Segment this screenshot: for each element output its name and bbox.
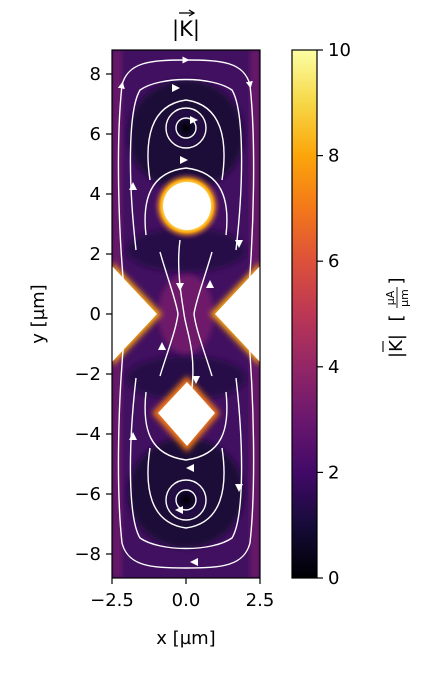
colorbar-label: |K| [ µA µm ] — [382, 277, 411, 358]
y-tick-label: 4 — [90, 184, 101, 205]
stream-arrow — [206, 280, 214, 288]
streamline-bottom-loop — [129, 377, 243, 550]
colorbar-axis: 0 2 4 6 8 10 — [317, 40, 351, 589]
y-tick-label: 8 — [90, 64, 101, 85]
y-axis: −8 −6 −4 −2 0 2 4 6 8 — [74, 64, 112, 565]
colorbar-tick-label: 10 — [328, 40, 351, 61]
streamline-outer-top — [117, 56, 255, 301]
x-axis-label: x [µm] — [156, 628, 215, 649]
x-tick-label: 2.5 — [246, 590, 275, 611]
streamline-center-upper — [177, 239, 185, 315]
stream-arrow — [172, 84, 180, 92]
circular-hole — [163, 182, 211, 230]
streamline-top-inner — [147, 99, 225, 181]
colorbar-tick-label: 4 — [328, 357, 339, 378]
x-tick-label: 0.0 — [172, 590, 201, 611]
colorbar-tick-label: 0 — [328, 568, 339, 589]
x-axis: −2.5 0.0 2.5 — [90, 578, 274, 611]
stream-arrow — [190, 558, 198, 566]
y-tick-label: −6 — [74, 484, 101, 505]
streamline-waist-left — [159, 251, 179, 377]
streamline-waist-right — [193, 251, 213, 377]
colorbar-label-unit-denominator: µm — [398, 289, 411, 307]
colorbar-label-unit-numerator: µA — [384, 290, 397, 305]
left-notch — [112, 266, 157, 362]
y-tick-label: −8 — [74, 544, 101, 565]
streamline-lower-vortex-inner — [175, 489, 197, 511]
stream-arrow — [158, 342, 166, 350]
colorbar-tick-label: 6 — [328, 251, 339, 272]
streamline-top-loop — [129, 78, 243, 251]
colorbar-tick-label: 8 — [328, 146, 339, 167]
stream-arrow — [186, 464, 194, 472]
x-tick-label: −2.5 — [90, 590, 134, 611]
streamline-around-circle — [144, 167, 228, 236]
stream-arrow — [235, 240, 243, 248]
streamline-around-diamond — [144, 391, 228, 461]
streamline-center-lower — [183, 313, 194, 389]
colorbar-label-bracket-open: [ — [386, 314, 407, 321]
streamline-arrows — [129, 84, 243, 566]
constriction-glow — [158, 274, 214, 354]
stream-arrow — [175, 506, 183, 514]
y-tick-label: 0 — [90, 304, 101, 325]
chart-title: |K| — [172, 17, 200, 42]
streamline-lower-vortex-outer — [165, 479, 207, 521]
title-vector-arrowhead — [188, 9, 196, 17]
colorbar — [291, 49, 318, 579]
square-hole — [158, 382, 215, 446]
streamline-upper-vortex-outer — [165, 107, 207, 149]
y-tick-label: 6 — [90, 124, 101, 145]
y-tick-label: −2 — [74, 364, 101, 385]
y-axis-label: y [µm] — [28, 284, 49, 343]
stream-arrow — [235, 484, 243, 492]
y-tick-label: 2 — [90, 244, 101, 265]
streamline-upper-vortex-inner — [175, 117, 197, 139]
streamline-outer-bottom — [117, 327, 255, 569]
heatmap — [112, 50, 260, 578]
stream-arrow — [129, 432, 137, 440]
stream-arrow — [192, 376, 200, 384]
dark-region-mid-upper — [126, 228, 246, 272]
y-tick-label: −4 — [74, 424, 101, 445]
colorbar-tick-label: 2 — [328, 462, 339, 483]
upper-vortex-core — [166, 108, 206, 148]
stream-arrow — [180, 156, 188, 164]
streamline-bottom-inner — [147, 447, 225, 529]
colorbar-label-bracket-close: ] — [386, 277, 407, 284]
stream-arrow — [190, 116, 198, 124]
stream-arrow — [129, 182, 137, 190]
colorbar-label-symbol: |K| — [386, 334, 407, 358]
streamlines — [117, 56, 255, 569]
stream-arrow — [176, 283, 184, 291]
